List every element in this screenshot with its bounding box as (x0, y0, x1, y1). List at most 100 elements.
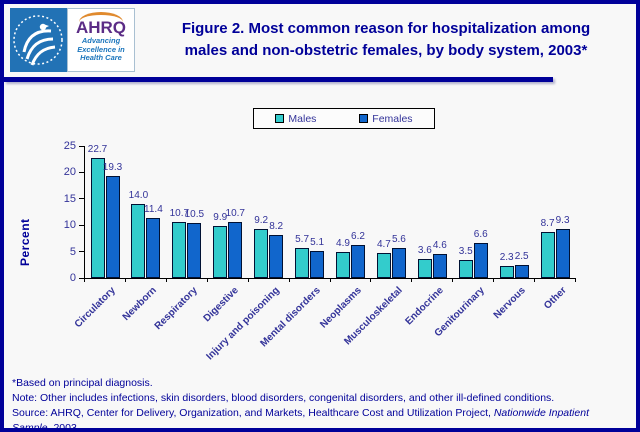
source-line: Source: AHRQ, Center for Delivery, Organ… (12, 406, 630, 432)
bar-females-endocrine (432, 253, 447, 278)
x-tick-mark (124, 279, 126, 282)
value-label: 5.1 (310, 237, 325, 249)
y-tick-mark (79, 251, 84, 253)
x-category-label: Injury and poisoning (204, 285, 282, 363)
x-category-label: Circulatory (73, 285, 119, 331)
hhs-eagle-icon (13, 15, 63, 66)
y-tick-label: 5 (69, 245, 76, 258)
bar-females-musculoskeletal (391, 248, 406, 278)
x-tick-mark (493, 279, 495, 282)
value-label: 6.2 (351, 231, 365, 243)
value-label: 19.3 (102, 162, 123, 174)
bar-females-newborn (146, 217, 161, 278)
bar-females-neoplasms (351, 245, 365, 278)
chart-legend: Males Females (253, 108, 435, 129)
y-tick-mark (79, 145, 84, 147)
ahrq-tagline-line3: Health Care (80, 53, 122, 62)
value-label: 8.2 (269, 220, 284, 232)
bar-males-respiratory (172, 221, 187, 278)
y-tick-label: 15 (63, 192, 76, 205)
bar-males-mental-disorders (295, 247, 310, 278)
source-suffix: , 2003 (47, 422, 77, 432)
value-label: 2.3 (499, 251, 514, 263)
x-tick-mark (288, 279, 290, 282)
bar-females-genitourinary (473, 243, 488, 278)
bar-males-newborn (131, 204, 146, 278)
bar-males-endocrine (417, 259, 432, 278)
x-category-label: Nervous (491, 285, 528, 322)
value-label: 9.2 (254, 215, 269, 227)
x-category-label: Respiratory (152, 285, 201, 333)
legend-item-females: Females (359, 112, 413, 125)
bar-females-mental-disorders (310, 251, 325, 278)
bar-males-neoplasms (336, 252, 350, 278)
bar-males-injury-and-poisoning (254, 229, 269, 278)
legend-label-females: Females (372, 112, 413, 125)
y-tick-mark (79, 277, 84, 279)
value-label: 5.6 (391, 234, 406, 246)
x-category-label: Endocrine (403, 285, 446, 328)
legend-swatch-males (275, 114, 285, 123)
legend-swatch-females (359, 114, 369, 123)
y-tick-mark (79, 171, 84, 173)
bar-females-respiratory (187, 222, 202, 278)
value-label: 2.5 (514, 250, 529, 262)
x-tick-mark (452, 279, 454, 282)
ahrq-rainbow-arc-icon (79, 12, 123, 25)
bar-males-musculoskeletal (376, 253, 391, 278)
note-line: Note: Other includes infections, skin di… (12, 392, 555, 404)
value-label: 4.9 (336, 238, 350, 250)
x-category-label: Digestive (201, 285, 241, 325)
value-label: 3.6 (417, 244, 432, 256)
y-tick-label: 0 (69, 272, 76, 284)
source-prefix: Source: AHRQ, Center for Delivery, Organ… (12, 407, 494, 419)
x-tick-mark (329, 279, 331, 282)
x-tick-mark (247, 279, 249, 282)
bar-females-injury-and-poisoning (269, 234, 284, 278)
x-tick-mark (370, 279, 372, 282)
ahrq-logo: AHRQ Advancing Excellence in Health Care (67, 8, 135, 72)
x-tick-mark (411, 279, 413, 282)
bar-males-circulatory (90, 158, 105, 278)
figure-title-line1: Figure 2. Most common reason for hospita… (181, 20, 591, 37)
ahrq-wordmark: AHRQ (75, 18, 127, 37)
value-label: 10.7 (225, 207, 245, 219)
y-tick-label: 10 (63, 219, 76, 232)
ahrq-tagline-line2: Excellence in (77, 44, 125, 54)
bar-females-circulatory (105, 176, 120, 278)
value-label: 9.9 (213, 211, 228, 223)
value-label: 11.4 (144, 203, 163, 215)
y-tick-label: 25 (63, 140, 76, 152)
value-label: 4.6 (432, 239, 447, 251)
x-category-label: Neoplasms (318, 285, 364, 331)
value-label: 14.0 (128, 190, 149, 202)
source-italic: Nationwide Inpatient Sample (12, 407, 589, 432)
ahrq-tagline-line1: Advancing (81, 36, 121, 45)
bar-males-genitourinary (458, 259, 473, 278)
x-tick-mark (534, 279, 536, 282)
x-category-label: Other (541, 285, 569, 312)
value-label: 4.7 (376, 239, 391, 251)
header-divider-rule (4, 77, 553, 82)
footnote-line: *Based on principal diagnosis. (12, 377, 153, 389)
legend-item-males: Males (275, 113, 316, 125)
x-tick-mark (84, 279, 85, 282)
figure-title: Figure 2. Most common reason for hospita… (140, 18, 632, 62)
x-tick-mark (575, 279, 576, 282)
value-label: 22.7 (87, 144, 108, 156)
bar-males-nervous (499, 265, 514, 278)
x-category-label: Mental disorders (258, 285, 323, 350)
x-category-label: Genitourinary (432, 285, 487, 340)
x-tick-mark (165, 279, 167, 282)
bar-males-digestive (213, 225, 228, 278)
legend-label-males: Males (288, 112, 317, 125)
y-tick-label: 20 (63, 166, 76, 179)
bar-males-other (540, 232, 555, 278)
y-tick-mark (79, 224, 84, 226)
value-label: 8.7 (540, 218, 555, 230)
y-tick-mark (79, 198, 84, 200)
value-label: 10.5 (184, 208, 205, 220)
footer-notes: *Based on principal diagnosis. Note: Oth… (12, 376, 630, 432)
y-axis-title: Percent (18, 218, 32, 266)
hhs-logo (10, 8, 67, 72)
